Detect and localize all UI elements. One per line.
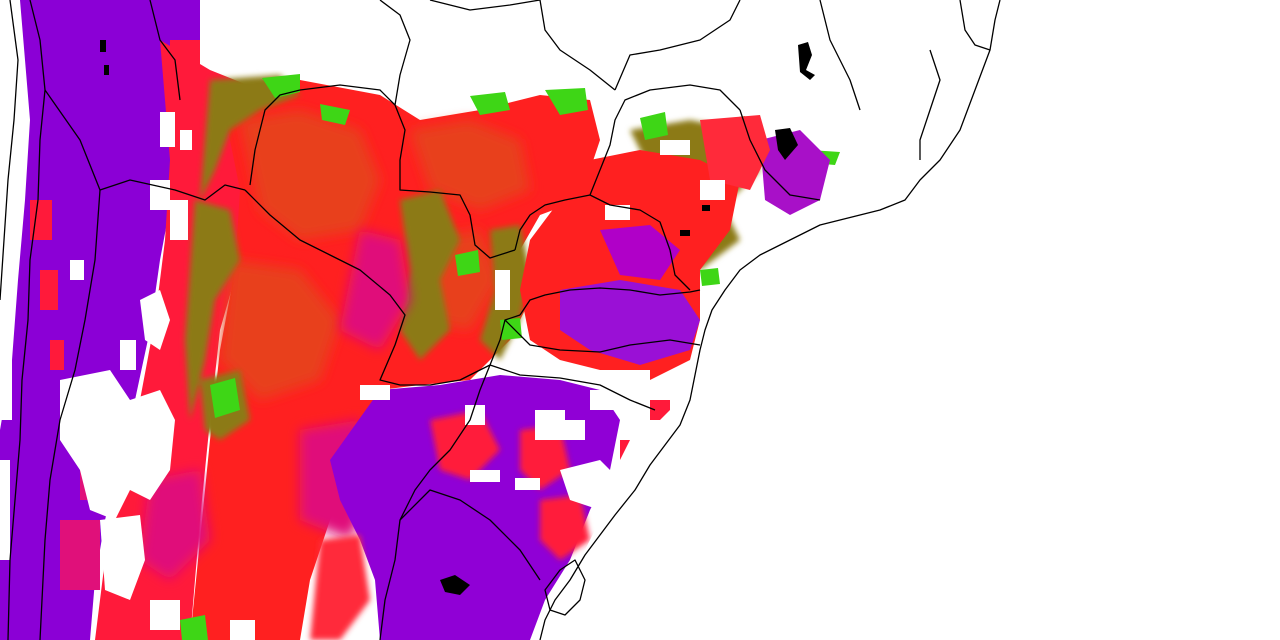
shade-red-orange-1 bbox=[240, 110, 380, 240]
boundaries bbox=[0, 0, 1001, 640]
gap-southeast-coast bbox=[560, 460, 620, 510]
border-sp-mg bbox=[589, 194, 691, 291]
shade-dot bbox=[40, 270, 58, 310]
green-patches bbox=[180, 74, 840, 640]
lake-furnas bbox=[798, 42, 815, 80]
lake-tres-marias bbox=[775, 128, 798, 160]
gap bbox=[515, 478, 540, 490]
gap bbox=[660, 140, 690, 155]
border-sc-rs bbox=[489, 364, 656, 411]
lake-small bbox=[702, 205, 710, 211]
shade-red-south-3 bbox=[540, 495, 590, 560]
shade-olive-north bbox=[200, 75, 300, 200]
border-minas-north bbox=[539, 0, 616, 91]
gap bbox=[70, 260, 84, 280]
gap-west-3 bbox=[100, 515, 145, 600]
shade-red-west-strip bbox=[310, 535, 370, 640]
border-argentina-internal-1 bbox=[39, 189, 101, 640]
shade-dot bbox=[170, 40, 200, 70]
shade-red-south-2 bbox=[520, 425, 570, 490]
gap bbox=[230, 620, 255, 640]
gap bbox=[535, 410, 565, 440]
border-goias bbox=[379, 0, 411, 106]
shade-green-2 bbox=[320, 104, 350, 125]
gap-west-center bbox=[60, 370, 175, 520]
border-argentina-internal-2 bbox=[149, 0, 181, 101]
border-andes bbox=[7, 0, 46, 640]
border-goias-minas bbox=[429, 0, 541, 11]
border-argentina-brazil-rs bbox=[399, 364, 491, 521]
border-paraguay-north bbox=[249, 84, 396, 186]
shade-red-ne bbox=[700, 115, 770, 190]
shade-red-orange-3 bbox=[410, 120, 530, 210]
shade-green-6 bbox=[455, 250, 480, 276]
shade-magenta-1 bbox=[340, 230, 410, 350]
shade-dot bbox=[50, 340, 64, 370]
gap bbox=[590, 390, 615, 410]
lake-rs bbox=[440, 575, 470, 595]
shade-olive-center bbox=[400, 190, 460, 360]
border-andes-west-coast bbox=[0, 0, 19, 301]
border-paraguay bbox=[244, 189, 521, 386]
gap bbox=[700, 180, 725, 200]
border-bolivia-argentina bbox=[44, 89, 246, 201]
shade-green-11 bbox=[500, 318, 522, 340]
border-uruguay bbox=[399, 489, 541, 581]
gap bbox=[170, 200, 188, 240]
lake-small bbox=[680, 230, 690, 236]
coastline bbox=[539, 0, 1001, 640]
border-pr-sc bbox=[504, 319, 701, 353]
border-mg-rj bbox=[739, 109, 821, 201]
gap-north bbox=[200, 0, 1280, 640]
gap bbox=[180, 130, 192, 150]
gap-west-strip bbox=[0, 15, 25, 300]
water-bodies bbox=[100, 40, 815, 595]
border-sp-pr bbox=[519, 287, 701, 316]
border-minas bbox=[589, 84, 741, 196]
gap-west-2 bbox=[140, 290, 170, 350]
border-uruguay-river bbox=[379, 519, 401, 640]
shade-violet-ne bbox=[760, 130, 830, 215]
gap bbox=[360, 385, 390, 400]
border-bahia bbox=[614, 0, 741, 91]
gap bbox=[0, 460, 10, 560]
shade-green-12 bbox=[180, 615, 208, 640]
border-bahia-2 bbox=[959, 0, 991, 51]
shade-violet-parana-2 bbox=[600, 225, 680, 280]
border-ms-sp bbox=[514, 194, 591, 251]
gap bbox=[470, 470, 500, 482]
shade-magenta-3 bbox=[140, 470, 210, 580]
gap bbox=[160, 112, 175, 147]
shade-dot bbox=[60, 520, 100, 590]
shade-red-orange-2 bbox=[220, 260, 340, 400]
gap bbox=[0, 330, 12, 420]
lake-small bbox=[104, 65, 109, 75]
shade-red-south-1 bbox=[430, 410, 500, 480]
lake-small bbox=[100, 40, 106, 52]
shade-green-7 bbox=[640, 112, 668, 140]
gap bbox=[565, 420, 585, 440]
border-mg-es bbox=[819, 0, 861, 111]
gap bbox=[150, 600, 180, 630]
gap bbox=[120, 340, 136, 370]
border-brazil-mato-grosso bbox=[394, 104, 516, 259]
shade-olive-west-1 bbox=[185, 200, 240, 420]
lagoa-dos-patos bbox=[544, 559, 586, 616]
shade-green-4 bbox=[545, 88, 588, 115]
shade-green-3 bbox=[470, 92, 510, 115]
shade-green-10 bbox=[700, 268, 720, 286]
shade-dot bbox=[30, 200, 52, 240]
border-es bbox=[919, 49, 941, 160]
gap bbox=[605, 205, 630, 220]
shade-violet-parana bbox=[560, 280, 700, 365]
shade-green-5 bbox=[210, 378, 240, 418]
gap bbox=[495, 270, 510, 310]
